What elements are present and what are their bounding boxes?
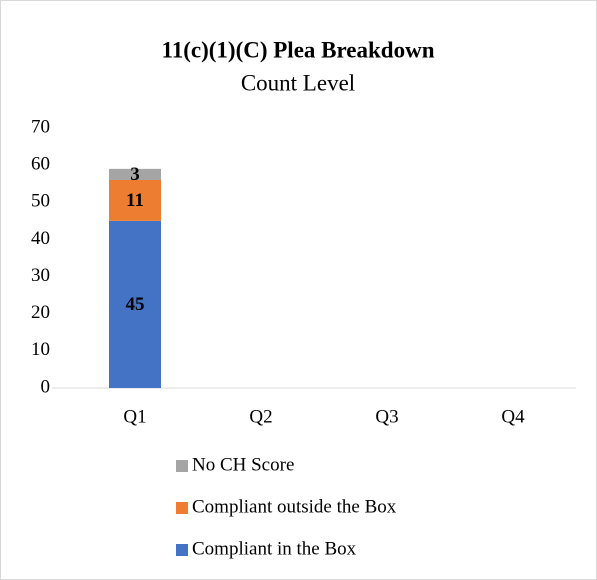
legend-label: Compliant outside the Box: [192, 496, 397, 517]
y-tick-label: 30: [31, 265, 50, 286]
x-tick-label: Q1: [123, 406, 146, 427]
legend-label: Compliant in the Box: [192, 538, 357, 559]
legend-swatch: [176, 544, 188, 556]
y-tick-label: 40: [31, 228, 50, 249]
bar-segment: [109, 180, 161, 221]
legend-swatch: [176, 460, 188, 472]
y-tick-label: 50: [31, 191, 50, 212]
chart-title: 11(c)(1)(C) Plea Breakdown: [162, 37, 435, 62]
data-label: 3: [130, 164, 140, 185]
chart-subtitle: Count Level: [241, 70, 355, 95]
data-label: 11: [126, 190, 144, 211]
legend-swatch: [176, 502, 188, 514]
x-tick-label: Q3: [375, 406, 398, 427]
y-tick-label: 0: [41, 376, 51, 397]
data-label: 45: [126, 294, 145, 315]
y-tick-label: 10: [31, 339, 50, 360]
x-tick-label: Q4: [501, 406, 525, 427]
y-tick-label: 20: [31, 302, 50, 323]
y-tick-label: 70: [31, 116, 50, 137]
bar-segment: [109, 220, 161, 388]
legend-label: No CH Score: [192, 454, 294, 475]
x-tick-label: Q2: [249, 406, 272, 427]
y-tick-label: 60: [31, 154, 50, 175]
bar-segment: [109, 168, 161, 180]
